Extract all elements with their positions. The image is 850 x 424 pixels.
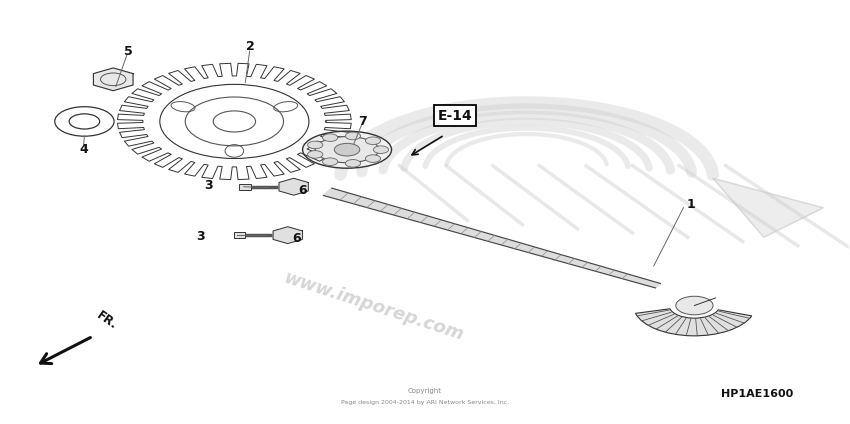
Circle shape	[334, 143, 360, 156]
Text: 4: 4	[79, 143, 88, 156]
Text: Copyright: Copyright	[408, 388, 442, 394]
Circle shape	[322, 134, 337, 142]
Text: 6: 6	[298, 184, 307, 197]
Text: 3: 3	[196, 230, 205, 243]
Bar	[240, 184, 252, 190]
Circle shape	[366, 137, 381, 145]
Circle shape	[322, 158, 337, 165]
Wedge shape	[636, 309, 751, 336]
Circle shape	[308, 141, 323, 149]
Text: E-14: E-14	[437, 109, 472, 123]
Text: FR.: FR.	[94, 309, 120, 332]
Bar	[234, 232, 246, 238]
Text: 1: 1	[687, 198, 695, 211]
Text: 5: 5	[124, 45, 133, 58]
Polygon shape	[713, 179, 823, 237]
Circle shape	[366, 155, 381, 162]
Text: HP1AE1600: HP1AE1600	[722, 389, 794, 399]
FancyArrowPatch shape	[41, 338, 90, 364]
Circle shape	[213, 111, 256, 132]
Polygon shape	[273, 227, 303, 244]
Ellipse shape	[303, 131, 392, 168]
Polygon shape	[279, 179, 309, 195]
Circle shape	[308, 151, 323, 158]
Circle shape	[676, 296, 713, 315]
Text: www.imporep.com: www.imporep.com	[282, 269, 467, 344]
Text: 2: 2	[246, 40, 255, 53]
Circle shape	[373, 146, 388, 153]
Text: 7: 7	[358, 114, 366, 128]
Text: Page design 2004-2014 by ARI Network Services, Inc.: Page design 2004-2014 by ARI Network Ser…	[341, 400, 509, 405]
Circle shape	[345, 159, 360, 167]
Text: 6: 6	[292, 232, 301, 245]
Polygon shape	[323, 188, 660, 288]
Ellipse shape	[315, 137, 379, 163]
Polygon shape	[94, 68, 133, 91]
Text: 3: 3	[205, 179, 213, 192]
Circle shape	[345, 132, 360, 140]
